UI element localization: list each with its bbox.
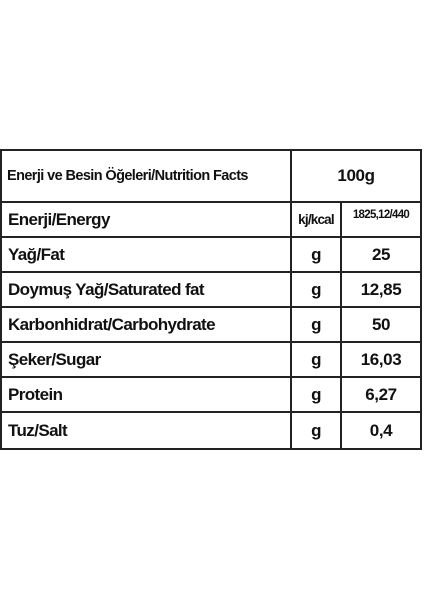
nutrient-name: Karbonhidrat/Carbohydrate — [2, 308, 292, 343]
nutrient-name: Tuz/Salt — [2, 413, 292, 448]
nutrient-value: 1825,12/440 — [342, 203, 420, 238]
nutrient-name: Doymuş Yağ/Saturated fat — [2, 273, 292, 308]
nutrient-value: 0,4 — [369, 420, 393, 440]
nutrient-value: 6,27 — [342, 378, 420, 413]
nutrient-unit: kj/kcal — [292, 203, 342, 238]
nutrient-name: Enerji/Energy — [2, 203, 292, 238]
nutrient-name: Şeker/Sugar — [2, 343, 292, 378]
nutrient-value: 12,85 — [342, 273, 420, 308]
table-header-amount: 100g — [292, 151, 420, 203]
nutrient-unit: g — [292, 238, 342, 273]
nutrient-unit: g — [292, 308, 342, 343]
nutrient-unit: g — [292, 343, 342, 378]
nutrient-unit: g — [292, 378, 342, 413]
nutrient-name: Yağ/Fat — [2, 238, 292, 273]
nutrient-unit: g — [292, 273, 342, 308]
table-header-title: Enerji ve Besin Öğeleri/Nutrition Facts — [2, 151, 292, 203]
nutrition-facts-table: Enerji ve Besin Öğeleri/Nutrition Facts … — [0, 149, 422, 450]
nutrient-value: 50 — [342, 308, 420, 343]
nutrient-value: 25 — [342, 238, 420, 273]
nutrient-value: 16,03 — [342, 343, 420, 378]
nutrient-unit: g — [292, 413, 342, 448]
nutrient-name: Protein — [2, 378, 292, 413]
